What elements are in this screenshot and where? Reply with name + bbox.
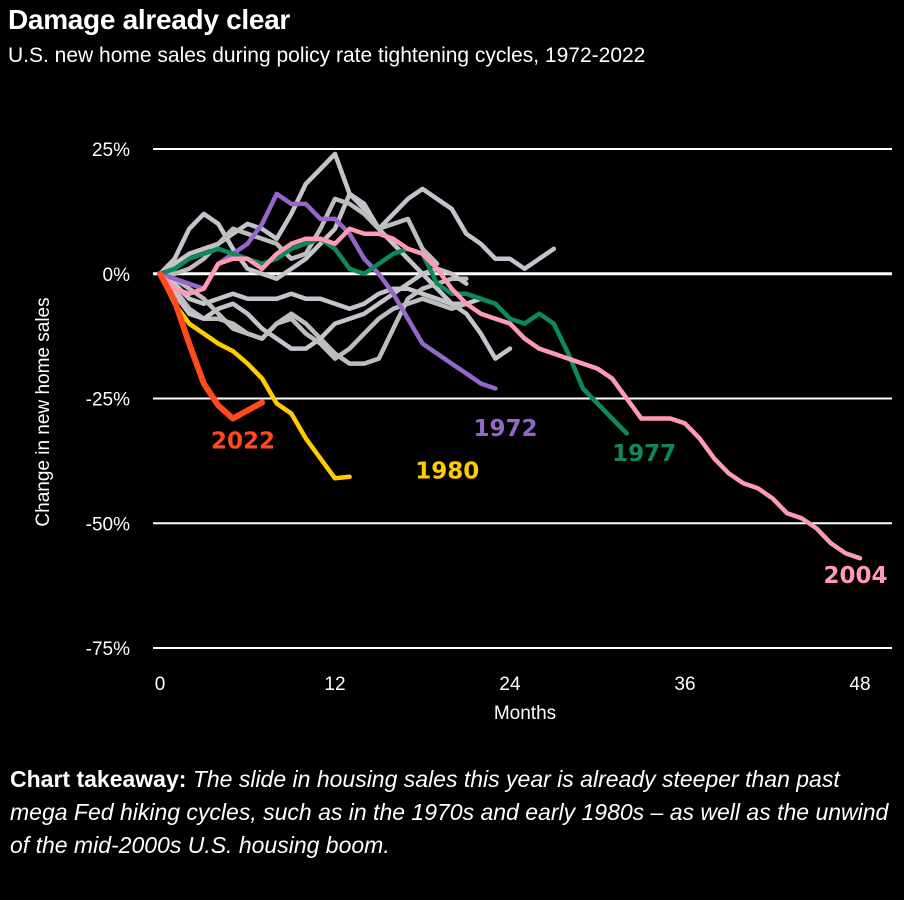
series-line-gray-f [157, 266, 469, 351]
series-label-2004: 2004 [824, 563, 888, 589]
y-tick-label: -50% [86, 514, 130, 535]
series-label-1977: 1977 [612, 441, 676, 467]
chart-subtitle: U.S. new home sales during policy rate t… [8, 44, 646, 67]
series-line-gray-g [157, 271, 469, 361]
y-tick-label: 25% [92, 140, 130, 161]
takeaway-text: The slide in housing sales this year is … [10, 766, 889, 858]
series-line-gray-d [157, 271, 484, 311]
y-tick-label: -75% [86, 639, 130, 660]
x-tick-label: 36 [674, 674, 695, 695]
x-axis-label: Months [494, 703, 556, 724]
series-line-gray-c [157, 196, 440, 277]
series-line-1977 [157, 236, 629, 436]
series-label-2022: 2022 [211, 428, 275, 454]
series-line-2004 [157, 226, 863, 561]
takeaway-label: Chart takeaway: [10, 766, 187, 792]
series-line-gray-b [157, 151, 513, 361]
series-labels: 2022 1980 1972 1977 2004 [211, 416, 888, 589]
y-tick-label: 0% [103, 265, 131, 286]
series-lines [157, 151, 863, 561]
series-line-2022 [157, 270, 266, 422]
series-line-1980 [157, 271, 352, 481]
line-chart: 25% 0% -25% -50% -75% 0 12 24 36 48 Change in ne… [33, 140, 892, 724]
x-tick-label: 48 [849, 674, 870, 695]
y-axis-label: Change in new home sales [33, 297, 54, 526]
x-tick-label: 12 [324, 674, 345, 695]
series-line-gray-e [157, 271, 469, 366]
series-label-1980: 1980 [415, 458, 479, 484]
chart-title: Damage already clear [8, 4, 290, 35]
chart-takeaway: Chart takeaway: The slide in housing sal… [10, 763, 890, 862]
x-tick-label: 0 [155, 674, 166, 695]
x-axis-ticks: 0 12 24 36 48 [155, 674, 871, 695]
y-tick-label: -25% [86, 390, 130, 411]
x-tick-label: 24 [499, 674, 521, 695]
gridlines [153, 148, 892, 649]
y-axis-ticks: 25% 0% -25% -50% -75% [86, 140, 130, 660]
series-label-1972: 1972 [474, 416, 538, 442]
